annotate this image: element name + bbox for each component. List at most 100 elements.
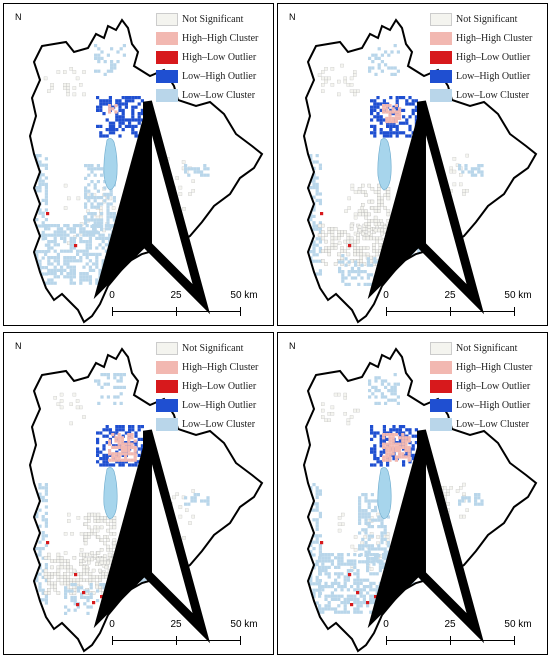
grid-cell: [41, 547, 45, 551]
grid-cell: [116, 60, 120, 64]
grid-cell: [105, 463, 109, 467]
grid-cell: [380, 518, 384, 522]
grid-cell: [93, 228, 97, 232]
grid-cell: [358, 509, 362, 513]
grid-cell: [87, 196, 91, 200]
grid-cell: [375, 556, 379, 560]
grid-cell: [44, 483, 48, 487]
grid-cell: [333, 262, 338, 266]
grid-cell: [458, 164, 462, 168]
grid-cell: [113, 63, 117, 67]
scale-tick: [514, 307, 515, 316]
grid-cell: [401, 442, 405, 446]
legend-label: Low–Low Cluster: [182, 90, 256, 101]
grid-cell: [44, 524, 48, 528]
legend-swatch: [156, 89, 178, 102]
high-low-outlier-cell: [366, 601, 370, 605]
grid-cell: [312, 518, 316, 522]
grid-cell: [115, 431, 119, 435]
grid-cell: [392, 428, 396, 432]
grid-cell: [318, 237, 322, 241]
grid-cell: [372, 562, 376, 566]
high-low-outlier-cell: [82, 591, 86, 595]
grid-cell: [103, 192, 107, 196]
grid-cell: [356, 597, 360, 601]
grid-cell: [318, 489, 322, 493]
grid-cell: [93, 199, 97, 203]
grid-cell: [388, 445, 392, 449]
legend-label: High–High Cluster: [182, 33, 259, 44]
grid-cell: [391, 110, 395, 114]
grid-cell: [461, 170, 465, 174]
grid-cell: [312, 508, 316, 512]
grid-cell: [95, 265, 99, 269]
grid-cell: [76, 516, 81, 520]
legend: Not Significant High–High Cluster High–Low…: [430, 10, 532, 105]
grid-cell: [408, 441, 412, 445]
grid-cell: [102, 99, 106, 103]
grid-cell: [349, 76, 354, 81]
grid-cell: [72, 265, 76, 269]
grid-cell: [384, 379, 388, 383]
grid-cell: [35, 579, 39, 583]
grid-cell: [378, 569, 382, 573]
grid-cell: [408, 128, 412, 132]
grid-cell: [388, 455, 392, 459]
grid-cell: [191, 179, 195, 183]
grid-cell: [315, 176, 319, 180]
grid-cell: [327, 572, 331, 576]
grid-cell: [343, 581, 347, 585]
grid-cell: [76, 252, 80, 256]
grid-cell: [398, 110, 402, 114]
grid-cell: [38, 189, 42, 193]
grid-cell: [312, 208, 316, 212]
grid-cell: [193, 170, 197, 174]
grid-cell: [106, 218, 110, 222]
north-letter: N: [289, 341, 296, 351]
grid-cell: [108, 439, 112, 443]
grid-cell: [84, 215, 88, 219]
grid-cell: [382, 442, 386, 446]
grid-cell: [100, 385, 104, 389]
grid-cell: [56, 275, 60, 279]
grid-cell: [38, 495, 42, 499]
grid-cell: [356, 239, 360, 244]
grid-cell: [72, 240, 76, 244]
grid-cell: [38, 154, 42, 158]
grid-cell: [106, 208, 110, 212]
grid-cell: [370, 557, 374, 561]
grid-cell: [105, 99, 109, 103]
grid-cell: [396, 50, 400, 54]
grid-cell: [382, 99, 386, 103]
grid-cell: [353, 562, 357, 566]
grid-cell: [374, 509, 378, 513]
grid-cell: [385, 445, 389, 449]
grid-cell: [102, 453, 106, 457]
grid-cell: [112, 196, 116, 200]
grid-cell: [343, 604, 347, 608]
grid-cell: [343, 79, 347, 84]
grid-cell: [112, 215, 116, 219]
grid-cell: [388, 449, 392, 453]
legend-item: High–High Cluster: [430, 358, 532, 377]
grid-cell: [41, 518, 45, 522]
grid-cell: [327, 565, 331, 569]
grid-cell: [367, 231, 371, 236]
grid-cell: [379, 444, 383, 448]
grid-cell: [137, 437, 141, 441]
grid-cell: [206, 499, 210, 503]
grid-cell: [106, 528, 110, 533]
grid-cell: [318, 515, 322, 519]
grid-cell: [47, 281, 51, 285]
grid-cell: [480, 499, 484, 503]
grid-cell: [127, 458, 131, 462]
grid-cell: [312, 540, 316, 544]
grid-cell: [88, 246, 92, 250]
grid-cell: [99, 457, 103, 461]
grid-cell: [47, 262, 51, 266]
grid-cell: [66, 272, 70, 276]
grid-cell: [370, 499, 374, 503]
grid-cell: [390, 389, 394, 393]
grid-cell: [67, 589, 71, 593]
grid-cell: [47, 272, 51, 276]
